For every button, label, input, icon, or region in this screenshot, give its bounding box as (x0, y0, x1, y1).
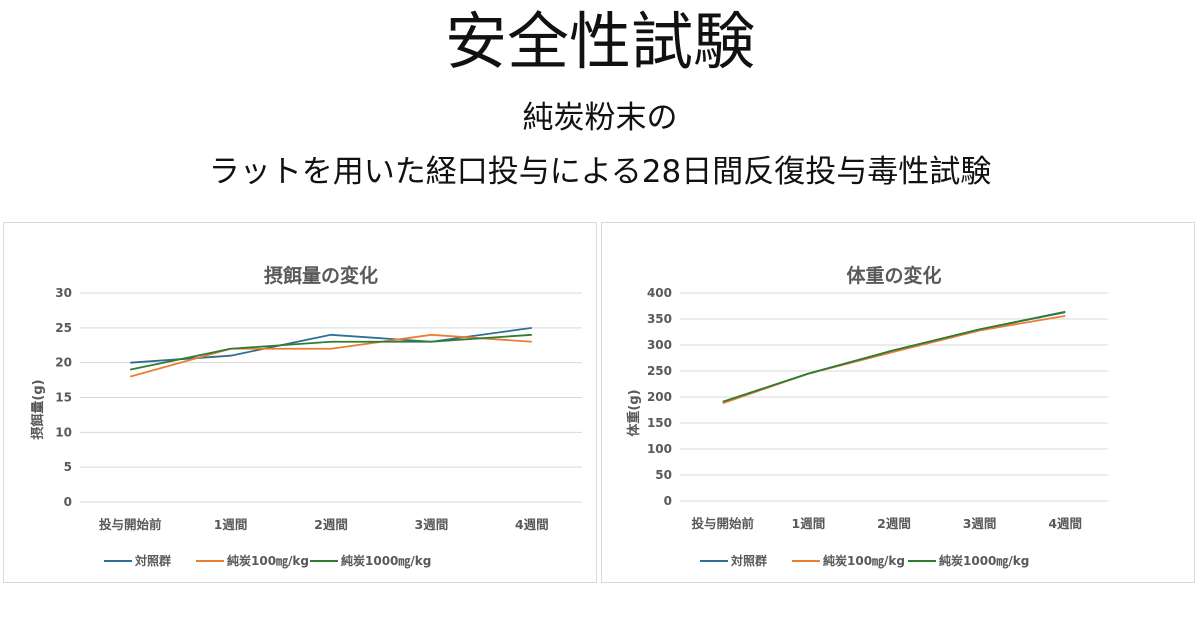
y-tick-label: 200 (647, 390, 672, 404)
y-axis-label: 摂餌量(g) (30, 379, 46, 439)
series-line-2 (130, 333, 532, 371)
y-tick-label: 100 (647, 442, 672, 456)
subtitle-line-2: ラットを用いた経口投与による28日間反復投与毒性試験 (208, 154, 992, 190)
legend-label: 対照群 (730, 553, 767, 568)
y-tick-label: 400 (647, 286, 672, 300)
chart-title: 摂餌量の変化 (264, 264, 378, 287)
x-tick-label: 投与開始前 (99, 517, 162, 532)
legend-label: 純炭1000㎎/kg (341, 553, 431, 569)
y-tick-label: 0 (664, 494, 672, 508)
series-line-1 (722, 314, 1066, 405)
page-title: 安全性試験 (444, 5, 755, 78)
legend-label: 対照群 (134, 553, 171, 568)
legend-label: 純炭1000㎎/kg (939, 553, 1029, 569)
x-tick-label: 4週間 (1048, 516, 1082, 531)
x-tick-label: 投与開始前 (692, 516, 755, 531)
legend-label: 純炭100㎎/kg (823, 553, 905, 569)
food-intake-chart: 摂餌量の変化 0 5 10 15 20 25 30 投与開始前 1週間 2週間 3週間 4週間 摂餌量(g… (30, 264, 582, 569)
y-tick-label: 20 (55, 356, 72, 370)
series-line-0 (722, 311, 1066, 404)
y-tick-label: 350 (647, 312, 672, 326)
y-tick-label: 300 (647, 338, 672, 352)
x-tick-label: 1週間 (792, 516, 826, 531)
chart-panel-body-weight: 体重の変化 0 50 100 150 200 250 300 350 400 投与開始前 1週間 2週間… (601, 222, 1195, 583)
body-weight-chart: 体重の変化 0 50 100 150 200 250 300 350 400 投与開始前 1週間 2週間… (626, 264, 1108, 569)
y-tick-label: 30 (55, 286, 72, 300)
y-tick-label: 150 (647, 416, 672, 430)
y-axis-label: 体重(g) (626, 389, 642, 436)
x-tick-label: 4週間 (515, 517, 549, 532)
y-tick-label: 15 (55, 391, 72, 405)
x-tick-label: 3週間 (415, 517, 449, 532)
x-tick-label: 2週間 (314, 517, 348, 532)
y-tick-label: 50 (655, 468, 672, 482)
subtitle-line-1: 純炭粉末の (522, 100, 678, 136)
x-tick-label: 2週間 (877, 516, 911, 531)
chart-title: 体重の変化 (846, 264, 941, 287)
y-tick-label: 5 (64, 460, 72, 474)
chart-panel-food-intake: 摂餌量の変化 0 5 10 15 20 25 30 投与開始前 1週間 2週間 3週間 4週間 摂餌量(g… (3, 222, 597, 583)
x-tick-label: 3週間 (963, 516, 997, 531)
y-tick-label: 10 (55, 425, 72, 439)
y-tick-label: 250 (647, 364, 672, 378)
y-tick-label: 0 (64, 495, 72, 509)
y-tick-label: 25 (55, 321, 72, 335)
x-tick-label: 1週間 (214, 517, 248, 532)
legend-label: 純炭100㎎/kg (227, 553, 309, 569)
